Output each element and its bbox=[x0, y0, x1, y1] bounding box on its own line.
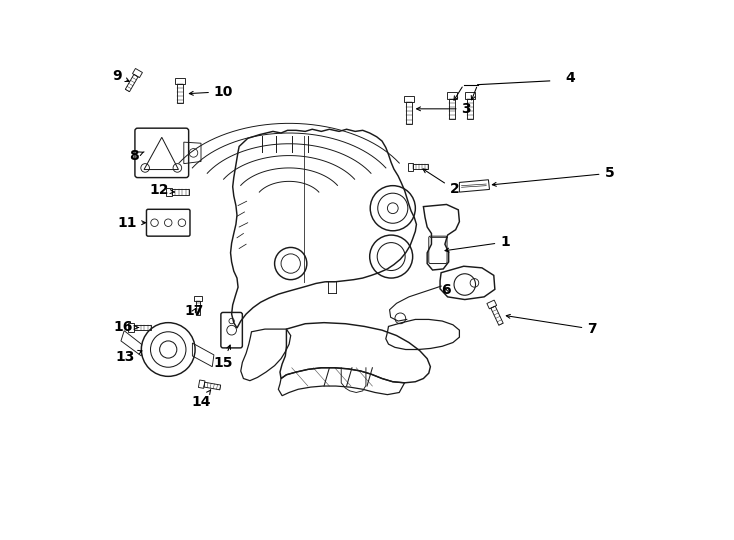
Text: 16: 16 bbox=[114, 320, 139, 334]
Text: 4: 4 bbox=[565, 71, 575, 85]
Text: 15: 15 bbox=[214, 345, 233, 370]
Text: 14: 14 bbox=[192, 390, 211, 409]
Text: 1: 1 bbox=[445, 235, 510, 252]
Text: 11: 11 bbox=[117, 215, 145, 230]
Text: 8: 8 bbox=[129, 149, 144, 163]
Text: 2: 2 bbox=[423, 169, 459, 197]
Text: 9: 9 bbox=[112, 69, 129, 83]
Text: 13: 13 bbox=[115, 350, 142, 364]
Text: 17: 17 bbox=[184, 305, 204, 319]
Text: 6: 6 bbox=[440, 284, 450, 298]
Text: 12: 12 bbox=[150, 184, 175, 198]
Text: 3: 3 bbox=[417, 102, 471, 116]
Text: 7: 7 bbox=[506, 314, 597, 336]
Text: 5: 5 bbox=[493, 166, 614, 186]
Text: 10: 10 bbox=[189, 85, 233, 99]
